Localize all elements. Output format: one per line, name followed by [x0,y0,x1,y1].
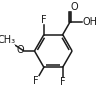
Text: CH₃: CH₃ [0,35,16,45]
Text: F: F [41,15,47,25]
Text: F: F [60,77,66,87]
Text: O: O [71,2,79,12]
Text: OH: OH [83,17,98,27]
Text: F: F [33,76,39,86]
Text: O: O [17,45,25,55]
Text: O: O [14,44,15,45]
